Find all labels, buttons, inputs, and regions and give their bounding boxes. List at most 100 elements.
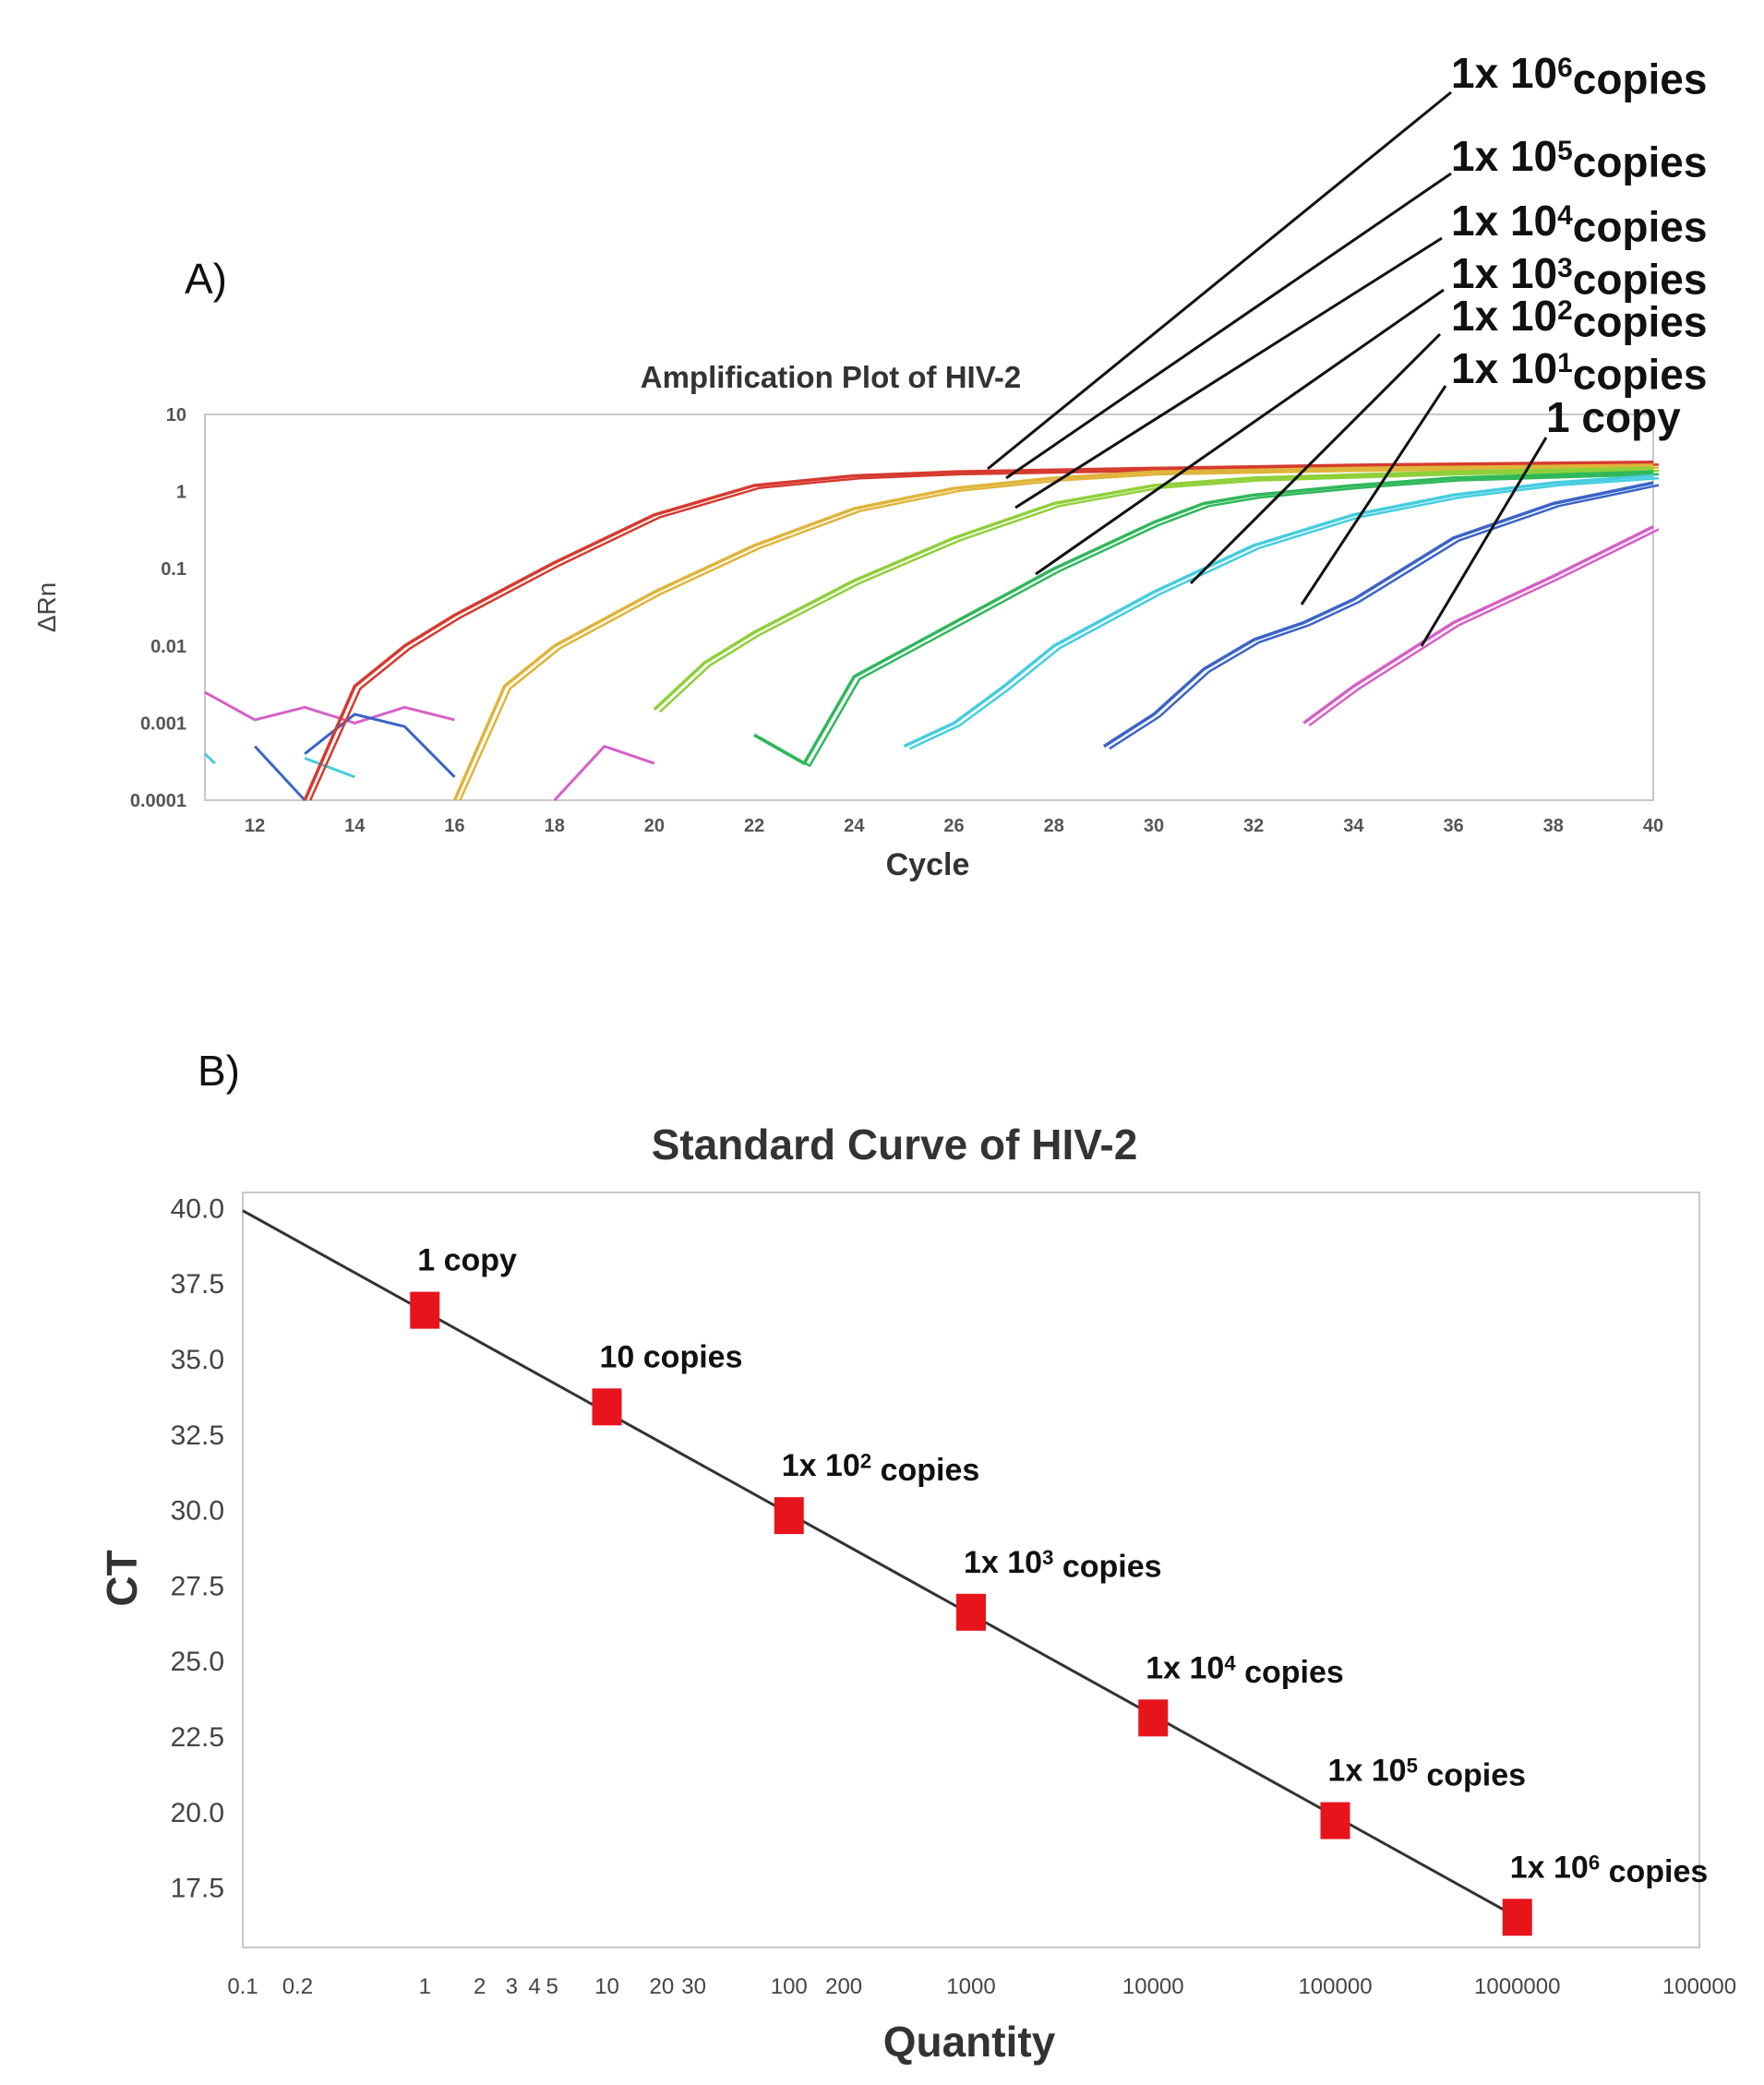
- panel-a-x-tick-label: 16: [444, 816, 464, 836]
- amplification-curve-replicate: [1308, 528, 1660, 727]
- panel-b-x-tick-label: 200: [825, 1974, 862, 1999]
- panel-b-y-tick-label: 22.5: [171, 1722, 224, 1753]
- amplification-curve: [1302, 525, 1654, 725]
- panel-b-fit: [242, 1209, 1518, 1919]
- amplification-curve-replicate: [759, 473, 1660, 767]
- amplification-curve: [452, 463, 1654, 801]
- panel-b-x-axis-label: Quantity: [883, 2018, 1056, 2066]
- panel-b-title: Standard Curve of HIV-2: [652, 1120, 1138, 1168]
- panel-b-x-tick-label: 1000: [946, 1974, 995, 1999]
- baseline-noise-trace: [204, 690, 455, 725]
- panel-a-x-tick-label: 26: [943, 816, 964, 836]
- standard-point-label: 1 copy: [417, 1243, 517, 1278]
- panel-a-x-tick-label: 28: [1044, 816, 1064, 836]
- series-callout-label: 1x 103copies: [1451, 249, 1707, 303]
- panel-a-y-tick-label: 0.0001: [130, 791, 186, 811]
- panel-a-x-tick-label: 18: [545, 816, 565, 836]
- panel-a-y-tick-label: 0.1: [161, 559, 186, 580]
- panel-b-x-tick-label: 4: [528, 1974, 540, 1999]
- panel-a-y-tick-label: 0.01: [150, 637, 186, 657]
- standard-point-label: 1x 105 copies: [1328, 1754, 1527, 1793]
- panel-a: A) Amplification Plot of HIV-2 0.00010.0…: [32, 49, 1707, 882]
- panel-b: B) Standard Curve of HIV-2 40.0 37.5 35.0 3…: [98, 1047, 1736, 2066]
- panel-b-y-tick-label: 37.5: [171, 1269, 224, 1300]
- panel-b-x-tick-label: 100000: [1298, 1974, 1372, 1999]
- series-callout-label: 1x 106copies: [1451, 49, 1707, 102]
- callout-leader-line: [1300, 385, 1447, 605]
- panel-b-y-tick-label: 30.0: [171, 1496, 224, 1527]
- standard-point-label: 1x 102 copies: [782, 1448, 980, 1488]
- panel-a-x-tick-label: 20: [644, 816, 665, 836]
- callout-leader-line: [1035, 288, 1445, 576]
- callout-leader-line: [1420, 437, 1548, 647]
- amplification-curve: [303, 461, 1654, 801]
- panel-b-y-tick-label: 27.5: [171, 1571, 224, 1601]
- panel-a-x-tick-label: 14: [344, 816, 366, 836]
- panel-b-x-tick-label: 0.1: [227, 1974, 258, 1999]
- panel-a-x-tick-label: 24: [844, 816, 865, 836]
- panel-b-y-tick-label: 32.5: [171, 1420, 224, 1451]
- panel-a-y-tick-label: 1: [176, 483, 186, 503]
- panel-b-x-ticks: 0.1 0.2 1 2 3 4 5 10 20 30 100 200 1000 10000 100000 10…: [227, 1974, 1736, 1999]
- panel-b-y-tick-label: 17.5: [171, 1874, 224, 1904]
- panel-a-x-tick-label: 30: [1144, 816, 1164, 836]
- panel-b-y-tick-label: 20.0: [171, 1798, 224, 1828]
- panel-a-y-ticks: 0.0001 0.001 0.01 0.1 1 10: [130, 405, 186, 811]
- series-callout-label: 1x 105copies: [1451, 132, 1707, 186]
- series-callout-label: 1x 101copies: [1451, 344, 1707, 398]
- callout-leader-line: [1005, 172, 1452, 480]
- callout-leader-line: [1189, 332, 1442, 585]
- panel-a-x-tick-label: 22: [744, 816, 764, 836]
- baseline-noise-trace: [203, 752, 216, 765]
- panel-b-points: 1 copy 10 copies 1x 102 copies 1x 103 copie…: [410, 1243, 1708, 1936]
- series-callout-label: 1x 102copies: [1451, 292, 1707, 345]
- standard-point: [774, 1497, 804, 1535]
- series-callout-label: 1x 104copies: [1451, 197, 1707, 250]
- panel-a-x-tick-label: 38: [1543, 816, 1564, 836]
- standard-point: [1320, 1802, 1350, 1839]
- panel-b-label: B): [198, 1047, 240, 1095]
- panel-b-x-tick-label: 100000: [1662, 1974, 1736, 1999]
- panel-a-x-ticks: 12 14 16 18 20 22 24 26 28 30 32 34 36 38 40: [245, 816, 1663, 836]
- panel-b-y-axis-label: CT: [98, 1550, 146, 1606]
- panel-a-y-tick-label: 10: [166, 405, 186, 425]
- panel-b-x-tick-label: 30: [681, 1974, 706, 1999]
- standard-curve-fit-line: [242, 1209, 1518, 1919]
- panel-b-y-tick-label: 40.0: [171, 1193, 224, 1224]
- standard-point: [1502, 1899, 1532, 1936]
- panel-b-x-tick-label: 3: [506, 1974, 518, 1999]
- panel-b-plot-frame: [242, 1192, 1700, 1948]
- panel-a-series: [303, 461, 1660, 801]
- baseline-noise-trace: [253, 745, 306, 802]
- standard-point-label: 1x 104 copies: [1146, 1650, 1344, 1690]
- panel-b-x-tick-label: 10000: [1122, 1974, 1184, 1999]
- panel-b-x-tick-label: 100: [771, 1974, 808, 1999]
- panel-b-x-tick-label: 2: [474, 1974, 486, 1999]
- panel-a-label: A): [185, 255, 227, 303]
- standard-point: [956, 1593, 986, 1631]
- panel-a-x-tick-label: 34: [1343, 816, 1364, 836]
- panel-a-y-axis-label: ΔRn: [32, 582, 61, 633]
- callout-leader-line: [1014, 236, 1443, 509]
- baseline-noise-trace: [304, 713, 456, 778]
- panel-a-y-tick-label: 0.001: [140, 713, 186, 734]
- amplification-curve: [653, 466, 1654, 711]
- baseline-noise-trace: [304, 757, 355, 779]
- panel-b-y-tick-label: 25.0: [171, 1647, 224, 1677]
- series-callout-label: 1 copy: [1546, 393, 1681, 441]
- panel-a-title: Amplification Plot of HIV-2: [641, 360, 1022, 394]
- standard-point: [1138, 1699, 1169, 1737]
- panel-b-x-tick-label: 0.2: [282, 1974, 313, 1999]
- panel-a-x-tick-label: 12: [245, 816, 265, 836]
- baseline-noise-trace: [553, 744, 655, 802]
- panel-b-y-ticks: 40.0 37.5 35.0 32.5 30.0 27.5 25.0 22.5 20.0 17.5: [171, 1193, 224, 1903]
- panel-a-x-tick-label: 40: [1643, 816, 1663, 836]
- panel-b-x-tick-label: 1000000: [1474, 1974, 1560, 1999]
- panel-a-x-tick-label: 36: [1443, 816, 1463, 836]
- standard-point: [410, 1291, 440, 1329]
- amplification-curve-replicate: [459, 466, 1660, 801]
- panel-b-x-tick-label: 5: [546, 1974, 558, 1999]
- amplification-curve-replicate: [659, 469, 1660, 713]
